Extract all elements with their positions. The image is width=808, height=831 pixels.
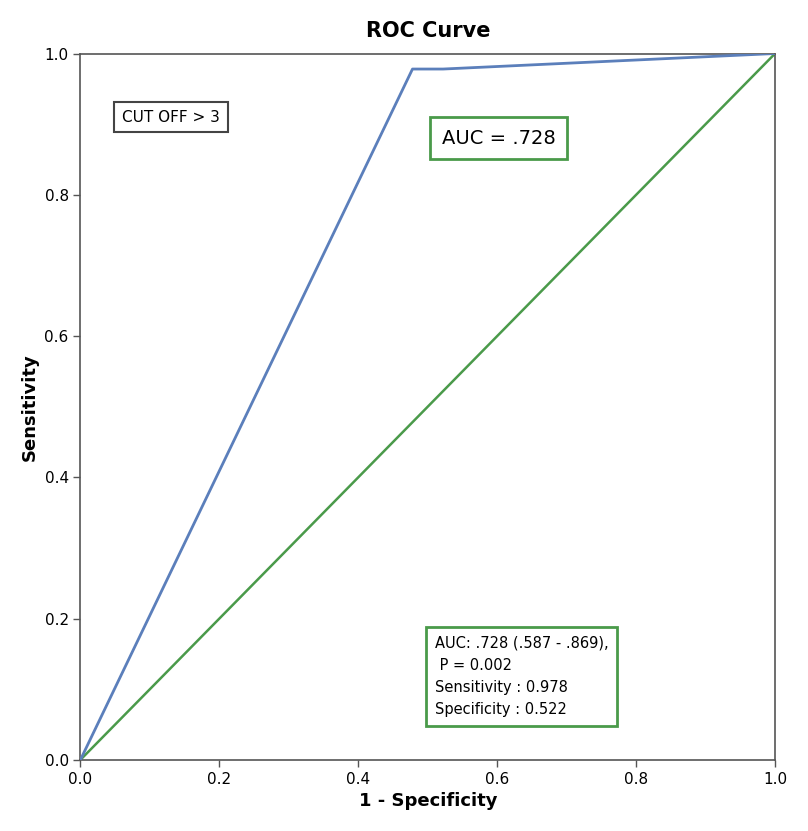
- Title: ROC Curve: ROC Curve: [365, 21, 490, 41]
- Y-axis label: Sensitivity: Sensitivity: [21, 353, 39, 460]
- Text: AUC: .728 (.587 - .869),
 P = 0.002
Sensitivity : 0.978
Specificity : 0.522: AUC: .728 (.587 - .869), P = 0.002 Sensi…: [435, 636, 608, 717]
- Text: CUT OFF > 3: CUT OFF > 3: [122, 110, 220, 125]
- Text: AUC = .728: AUC = .728: [442, 129, 555, 148]
- X-axis label: 1 - Specificity: 1 - Specificity: [359, 792, 497, 810]
